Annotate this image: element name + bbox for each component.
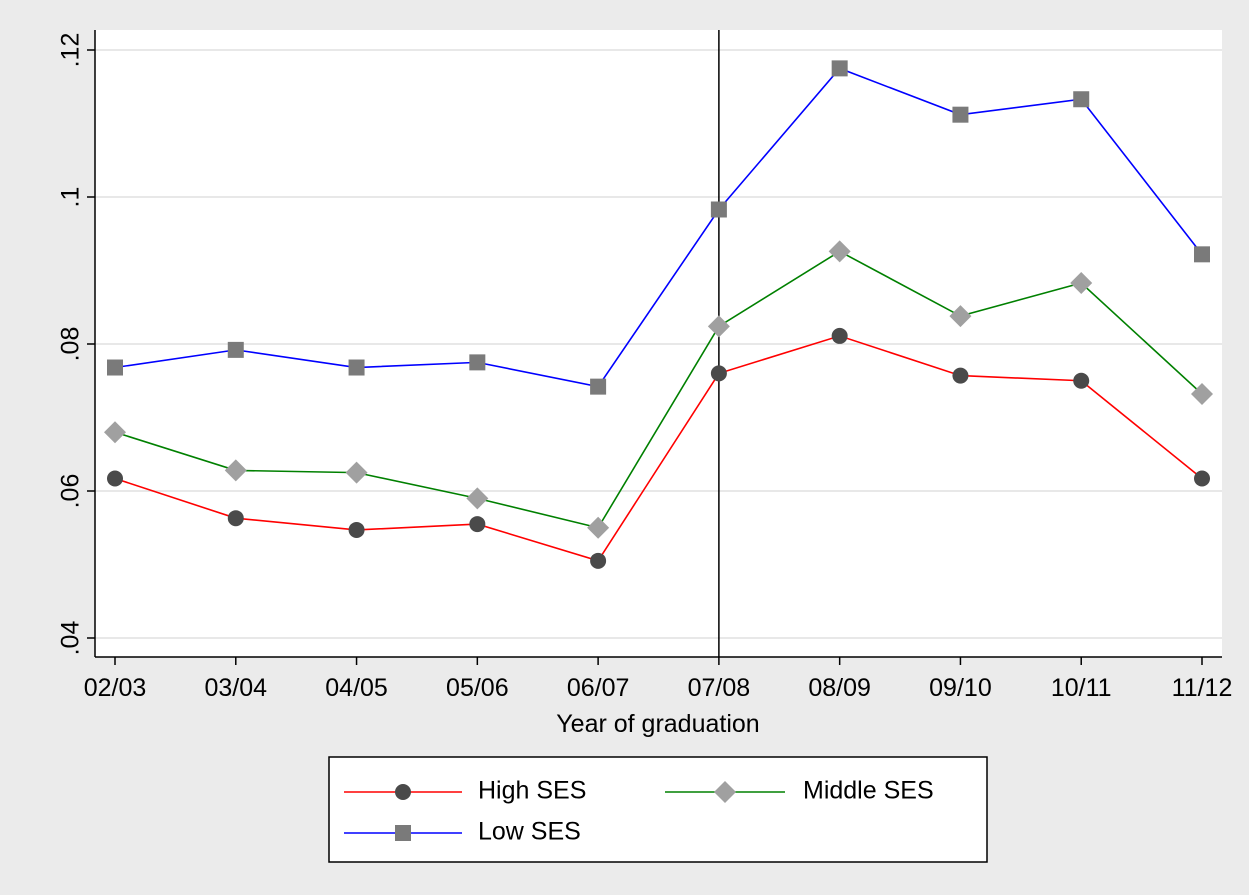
data-point (1191, 382, 1213, 405)
legend-item: Low SES (344, 818, 581, 846)
x-tick-label: 09/10 (929, 674, 992, 702)
legend-label: High SES (478, 777, 586, 805)
data-point (107, 470, 123, 487)
data-point (949, 305, 972, 328)
data-point (710, 365, 727, 382)
series-group (104, 60, 1213, 569)
legend-label: Low SES (478, 818, 581, 846)
x-axis: 02/03 03/04 04/05 05/06 06/07 07/08 08/09 09/10… (84, 656, 1233, 702)
gridlines (95, 49, 1222, 639)
data-point (952, 367, 969, 384)
legend-item: High SES (344, 777, 586, 805)
data-point (587, 516, 610, 539)
x-tick-label: 03/04 (204, 674, 267, 702)
legend-swatch-marker (395, 784, 411, 800)
data-point (828, 240, 851, 263)
x-tick-label: 06/07 (567, 674, 630, 702)
data-point (831, 60, 848, 77)
x-tick-label: 05/06 (446, 674, 509, 702)
x-tick-label: 02/03 (84, 674, 147, 702)
legend-item: Middle SES (665, 777, 934, 805)
data-point (1194, 470, 1210, 487)
data-point (227, 510, 244, 527)
series-line (114, 335, 1203, 562)
y-tick-label: .12 (57, 33, 85, 68)
x-axis-title: Year of graduation (556, 710, 759, 738)
series-low-ses (107, 60, 1210, 395)
legend-label: Middle SES (803, 777, 934, 805)
legend: High SES Middle SES Low SES (328, 756, 988, 863)
data-point (1194, 246, 1210, 263)
series-line (114, 250, 1203, 529)
data-point (831, 327, 848, 344)
series-high-ses (107, 327, 1210, 569)
data-point (1073, 372, 1090, 389)
x-tick-label: 07/08 (688, 674, 751, 702)
y-tick-label: .1 (57, 187, 85, 208)
data-point (107, 359, 123, 376)
y-tick-label: .06 (57, 474, 85, 509)
data-point (710, 201, 727, 218)
y-tick-label: .08 (57, 327, 85, 362)
legend-swatch-marker (714, 781, 736, 803)
data-point (227, 341, 244, 358)
y-tick-label: .04 (57, 621, 85, 656)
data-point (104, 421, 126, 444)
data-point (707, 315, 730, 338)
legend-swatch-marker (395, 825, 411, 841)
data-point (466, 487, 489, 510)
data-point (348, 521, 365, 538)
data-point (1073, 91, 1090, 108)
data-point (469, 354, 486, 371)
series-line (114, 67, 1203, 388)
series-middle-ses (104, 240, 1213, 539)
data-point (1070, 271, 1093, 294)
x-tick-label: 08/09 (808, 674, 871, 702)
x-tick-label: 11/12 (1172, 674, 1233, 702)
legend-box (328, 756, 988, 863)
x-tick-label: 04/05 (325, 674, 388, 702)
data-point (348, 359, 365, 376)
data-point (590, 552, 607, 569)
data-point (345, 461, 368, 484)
data-point (952, 106, 969, 123)
data-point (469, 516, 486, 533)
data-point (224, 459, 247, 482)
y-axis: .04 .06 .08 .1 .12 (57, 30, 96, 657)
x-tick-label: 10/11 (1051, 674, 1112, 702)
data-point (590, 378, 607, 395)
